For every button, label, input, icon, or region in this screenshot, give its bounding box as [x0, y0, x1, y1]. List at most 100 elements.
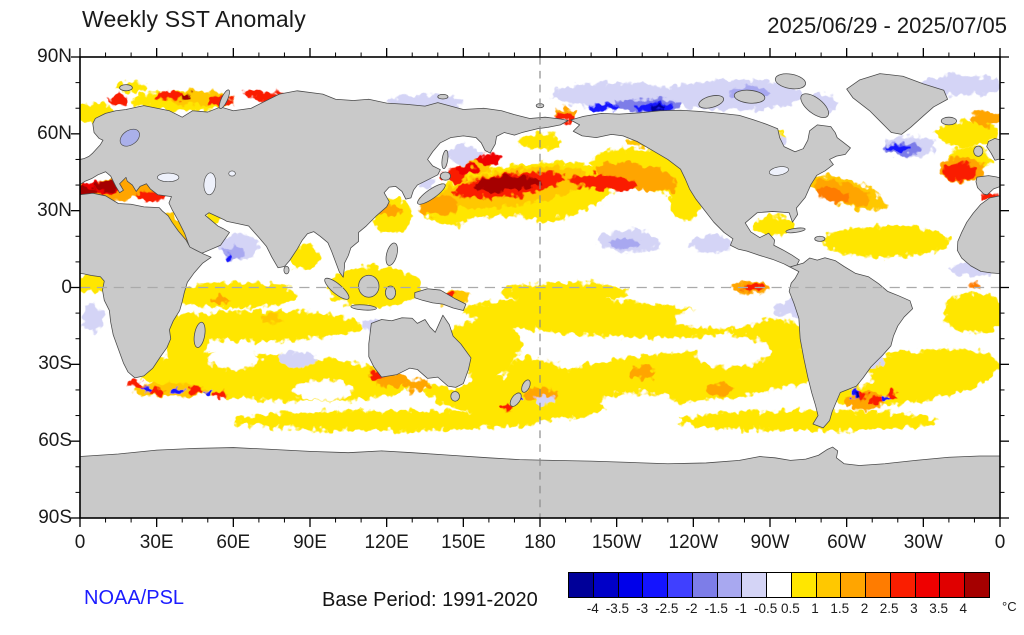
- colorbar-cell: [766, 573, 791, 597]
- colorbar-cell: [691, 573, 717, 597]
- colorbar-cell: [617, 573, 643, 597]
- anomaly-blob: [690, 234, 732, 253]
- colorbar-cell: [865, 573, 890, 597]
- anomaly-blob: [942, 163, 976, 182]
- x-tick-label: 0: [74, 532, 86, 553]
- landmass-iberia: [975, 175, 1000, 196]
- x-tick-label: 60W: [827, 532, 867, 553]
- anomaly-blob: [149, 388, 165, 397]
- anomaly-blob: [292, 379, 354, 401]
- x-tick-label: 120W: [668, 532, 719, 553]
- x-tick-label: 120E: [364, 532, 409, 553]
- anomaly-blob: [601, 392, 673, 413]
- colorbar-units: °C: [1002, 599, 1017, 614]
- colorbar-tick-label: -2: [685, 601, 698, 616]
- date-range: 2025/06/29 - 2025/07/05: [767, 13, 1007, 38]
- x-tick-label: 180: [524, 532, 556, 553]
- page-title: Weekly SST Anomaly: [82, 6, 306, 32]
- anomaly-blob: [880, 394, 890, 401]
- x-tick-label: 60E: [216, 532, 251, 553]
- anomaly-blob: [706, 383, 732, 397]
- anomaly-blob: [448, 144, 479, 165]
- base-period: Base Period: 1991-2020: [322, 589, 538, 611]
- y-tick-label: 30N: [37, 199, 72, 221]
- anomaly-blob: [519, 177, 540, 188]
- anomaly-blob: [693, 336, 770, 367]
- anomaly-blob: [212, 296, 229, 305]
- colorbar-tick-label: -1.5: [704, 601, 728, 616]
- colorbar-cell: [840, 573, 866, 597]
- anomaly-blob: [108, 95, 129, 106]
- colorbar-tick-label: -4: [586, 601, 599, 616]
- credit: NOAA/PSL: [84, 587, 185, 609]
- colorbar-cell: [741, 573, 767, 597]
- anomaly-blob: [207, 348, 259, 370]
- colorbar-tick-label: 0.5: [780, 601, 800, 616]
- colorbar-tick-label: 1: [811, 601, 819, 616]
- x-tick-label: 90E: [293, 532, 327, 553]
- anomaly-blob: [534, 338, 597, 365]
- anomaly-blob: [141, 385, 152, 392]
- anomaly-blob: [649, 105, 666, 110]
- colorbar-cell: [790, 573, 816, 597]
- anomaly-blob: [680, 410, 937, 431]
- landmass-africa-east-edge: [956, 195, 1000, 275]
- y-tick-label: 90N: [37, 46, 72, 67]
- colorbar-cell: [716, 573, 742, 597]
- colorbar-cell: [939, 573, 965, 597]
- x-tick-label: 0: [994, 532, 1006, 553]
- colorbar-tick-label: 3: [910, 601, 918, 616]
- colorbar-tick-label: 4: [959, 601, 968, 616]
- landmass-antarctica: [80, 446, 1000, 518]
- y-tick-label: 90S: [38, 507, 72, 528]
- colorbar-cell: [592, 573, 618, 597]
- x-tick-label: 30E: [139, 532, 174, 553]
- anomaly-blob: [672, 307, 765, 329]
- anomaly-blob: [588, 103, 620, 111]
- colorbar-cell: [642, 573, 668, 597]
- colorbar: [568, 572, 990, 598]
- world-map: [80, 57, 1000, 518]
- colorbar-tick-label: 2.5: [879, 601, 899, 616]
- colorbar-tick-label: -3: [636, 601, 649, 616]
- colorbar-tick-label: 2: [860, 601, 869, 616]
- colorbar-tick-label: -3.5: [605, 601, 630, 616]
- anomaly-blob: [458, 164, 479, 175]
- anomaly-blob: [203, 389, 213, 396]
- anomaly-blob: [969, 282, 980, 288]
- colorbar-cell: [667, 573, 692, 597]
- colorbar-cell: [815, 573, 841, 597]
- colorbar-tick-label: -0.5: [754, 601, 778, 616]
- y-tick-label: 0: [61, 276, 72, 298]
- anomaly-blob: [261, 313, 282, 324]
- x-tick-label: 90W: [750, 532, 790, 553]
- anomaly-blob: [169, 282, 298, 308]
- x-tick-label: 30W: [903, 532, 943, 553]
- anomaly-blob: [187, 386, 203, 394]
- anomaly-blob: [853, 392, 860, 401]
- anomaly-blob: [943, 292, 1000, 334]
- anomaly-blob: [404, 378, 431, 392]
- anomaly-blob: [476, 153, 502, 166]
- anomaly-blob: [233, 410, 541, 431]
- colorbar-cell: [569, 573, 593, 597]
- anomaly-blob: [224, 254, 233, 260]
- anomaly-blob: [156, 90, 183, 101]
- anomaly-blob: [128, 380, 144, 389]
- y-tick-label: 60N: [37, 122, 72, 144]
- anomaly-blob: [170, 388, 184, 395]
- anomaly-blob: [609, 238, 640, 250]
- landmass-australia: [368, 314, 472, 388]
- y-tick-label: 60S: [38, 430, 72, 452]
- colorbar-cell: [964, 573, 990, 597]
- anomaly-blob: [821, 226, 949, 257]
- colorbar-tick-label: 3.5: [929, 601, 948, 616]
- anomaly-blob: [534, 395, 556, 406]
- colorbar-cell: [889, 573, 915, 597]
- anomaly-blob: [276, 351, 318, 367]
- colorbar-tick-label: 1.5: [830, 601, 850, 616]
- aral-sea: [228, 170, 236, 177]
- anomaly-blob: [214, 391, 227, 399]
- black-sea: [157, 172, 180, 183]
